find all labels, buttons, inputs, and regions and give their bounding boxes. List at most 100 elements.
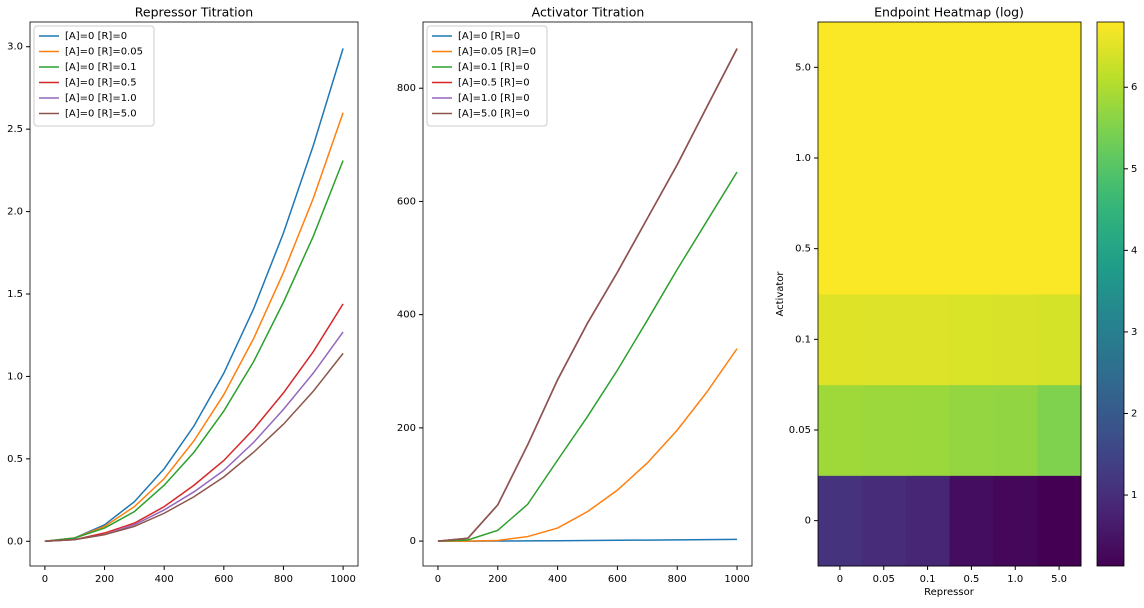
x-tick-label: 800 [274, 574, 293, 585]
data-line [44, 352, 344, 543]
x-tick-label: 400 [548, 574, 567, 585]
data-line [437, 348, 738, 542]
y-tick-label: 3.0 [7, 42, 23, 53]
x-tick-label: 800 [668, 574, 687, 585]
colorbar-tick-label: 2 [1131, 408, 1137, 419]
heatmap-cell [949, 22, 994, 114]
x-tick-label: 1000 [724, 574, 749, 585]
x-tick-label: 5.0 [1051, 574, 1067, 585]
x-tick-label: 400 [155, 574, 174, 585]
heatmap-cell [905, 203, 950, 295]
y-tick-label: 400 [397, 310, 416, 321]
y-tick-label: 800 [397, 83, 416, 94]
y-tick-label: 0.05 [789, 425, 811, 436]
legend-label: [A]=1.0 [R]=0 [458, 93, 530, 104]
legend-label: [A]=0 [R]=0 [65, 31, 127, 42]
legend-box [426, 25, 548, 127]
x-axis-label: Repressor [924, 587, 975, 598]
heatmap-cell [1037, 203, 1082, 295]
x-tick-label: 200 [95, 574, 114, 585]
heatmap-cell [1037, 294, 1082, 386]
x-tick-label: 0.5 [963, 574, 979, 585]
heatmap-cell [993, 294, 1038, 386]
data-line [44, 160, 344, 543]
legend-label: [A]=0 [R]=5.0 [65, 109, 137, 120]
heatmap-cell [905, 475, 950, 567]
plot-frame [422, 21, 753, 567]
x-tick-label: 0 [837, 574, 843, 585]
chart-title: Repressor Titration [135, 5, 253, 20]
colorbar-tick-label: 4 [1131, 245, 1137, 256]
legend-label: [A]=5.0 [R]=0 [458, 109, 530, 120]
x-tick-label: 600 [214, 574, 233, 585]
heatmap-cell [993, 475, 1038, 567]
heatmap-cell [949, 203, 994, 295]
heatmap-cell [861, 112, 907, 204]
y-tick-label: 0.0 [7, 536, 23, 547]
y-axis-label: Activator [775, 271, 786, 317]
y-tick-label: 2.0 [7, 207, 23, 218]
heatmap-cell [861, 475, 907, 567]
legend-label: [A]=0 [R]=0 [458, 31, 520, 42]
legend-label: [A]=0 [R]=0.05 [65, 47, 143, 58]
colorbar-tick-label: 1 [1131, 490, 1137, 501]
legend-label: [A]=0 [R]=1.0 [65, 93, 137, 104]
heatmap-cell [993, 384, 1038, 476]
heatmap-cell [818, 294, 863, 386]
heatmap-cell [949, 294, 994, 386]
data-line [44, 303, 344, 543]
heatmap-cell [861, 22, 907, 114]
x-tick-label: 0.05 [873, 574, 895, 585]
plot-frame [817, 21, 1082, 567]
colorbar [1096, 21, 1125, 567]
x-tick-label: 1000 [330, 574, 355, 585]
heatmap-cell [1037, 112, 1082, 204]
heatmap-cell [905, 22, 950, 114]
y-tick-label: 0.5 [795, 244, 811, 255]
chart-title: Activator Titration [532, 5, 645, 20]
y-tick-label: 200 [397, 423, 416, 434]
heatmap-cell [861, 203, 907, 295]
y-tick-label: 0 [410, 536, 416, 547]
data-line [437, 171, 738, 542]
legend-label: [A]=0 [R]=0.5 [65, 78, 137, 89]
heatmap-cell [993, 22, 1038, 114]
y-tick-label: 1.5 [7, 289, 23, 300]
colorbar-tick-label: 5 [1131, 164, 1137, 175]
heatmap-cell [949, 475, 994, 567]
x-tick-label: 600 [608, 574, 627, 585]
x-tick-label: 0 [42, 574, 48, 585]
heatmap-cell [861, 294, 907, 386]
legend-label: [A]=0 [R]=0.1 [65, 62, 137, 73]
x-tick-label: 0.1 [920, 574, 936, 585]
heatmap-cell [861, 384, 907, 476]
y-tick-label: 0.1 [795, 334, 811, 345]
x-tick-label: 200 [488, 574, 507, 585]
heatmap-cell [905, 294, 950, 386]
legend-label: [A]=0.5 [R]=0 [458, 78, 530, 89]
heatmap-cell [818, 203, 863, 295]
legend-label: [A]=0.1 [R]=0 [458, 62, 530, 73]
x-tick-label: 0 [435, 574, 441, 585]
heatmap-cell [1037, 22, 1082, 114]
data-line [437, 48, 738, 542]
heatmap-cell [905, 112, 950, 204]
chart-title: Endpoint Heatmap (log) [874, 5, 1024, 20]
y-tick-label: 0.5 [7, 454, 23, 465]
legend-label: [A]=0.05 [R]=0 [458, 47, 536, 58]
heatmap-cell [1037, 384, 1082, 476]
x-tick-label: 1.0 [1007, 574, 1023, 585]
colorbar-tick-label: 3 [1131, 327, 1137, 338]
heatmap-cell [905, 384, 950, 476]
legend-box [33, 25, 155, 127]
plot-frame [29, 21, 359, 567]
colorbar-tick-label: 6 [1131, 82, 1137, 93]
y-tick-label: 1.0 [795, 153, 811, 164]
y-tick-label: 5.0 [795, 62, 811, 73]
heatmap-cell [993, 112, 1038, 204]
y-tick-label: 0 [805, 516, 811, 527]
heatmap-cell [949, 384, 994, 476]
data-line [44, 112, 344, 543]
data-line [44, 48, 344, 543]
heatmap-cell [1037, 475, 1082, 567]
